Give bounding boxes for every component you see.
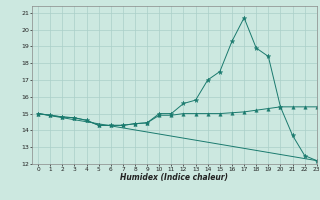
X-axis label: Humidex (Indice chaleur): Humidex (Indice chaleur) [120, 173, 228, 182]
